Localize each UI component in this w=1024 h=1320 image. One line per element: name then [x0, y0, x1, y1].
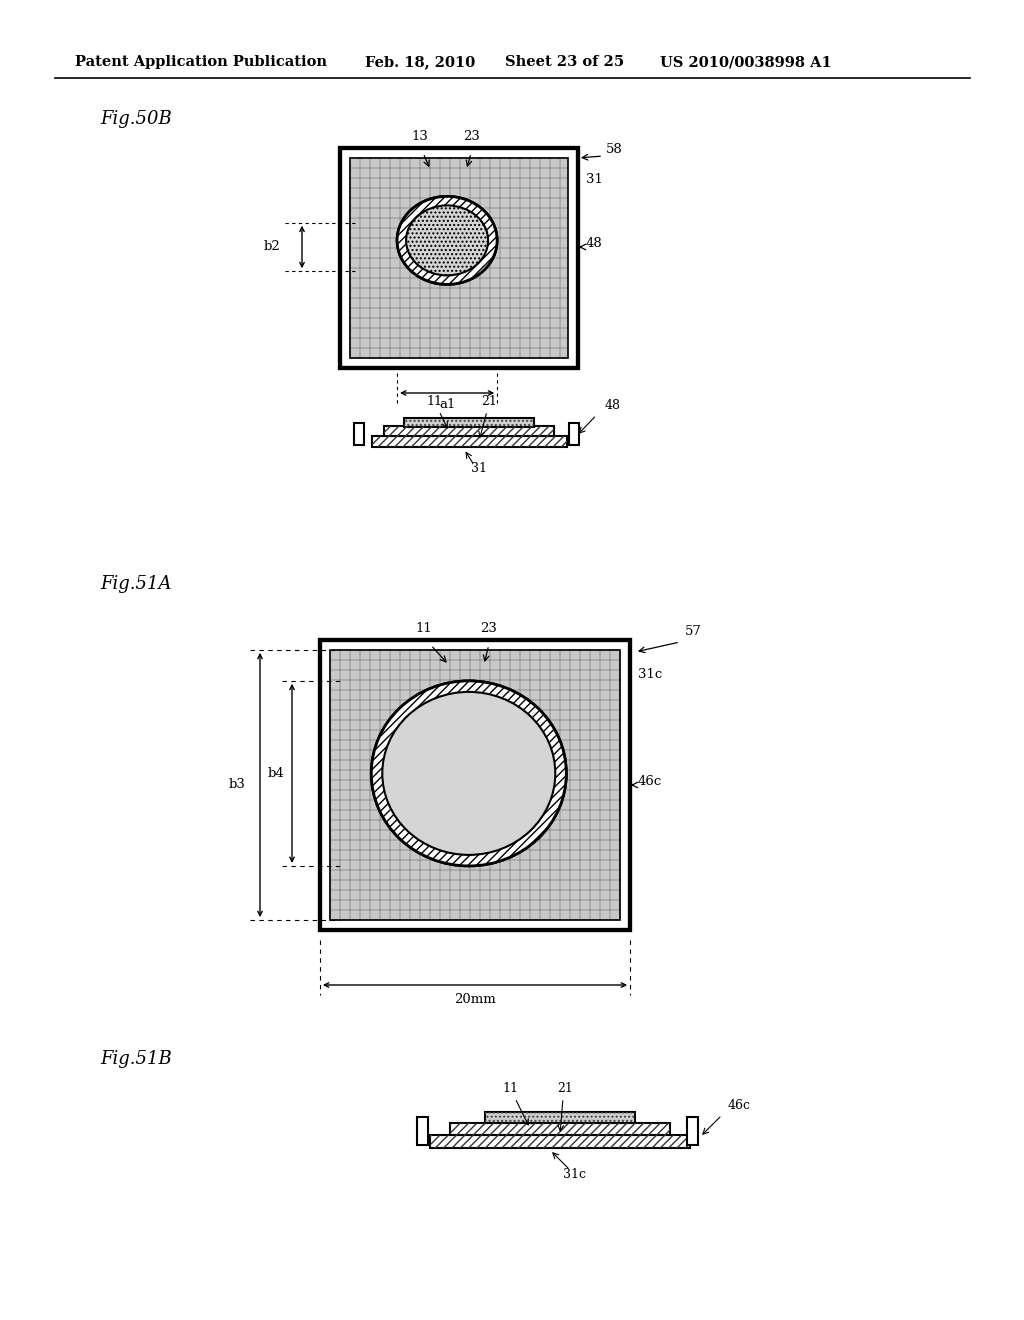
- Ellipse shape: [372, 681, 566, 866]
- Text: 46c: 46c: [728, 1100, 751, 1111]
- Bar: [430, 1135, 690, 1148]
- Text: 20mm: 20mm: [454, 993, 496, 1006]
- Text: Patent Application Publication: Patent Application Publication: [75, 55, 327, 69]
- Bar: [450, 1123, 670, 1135]
- Ellipse shape: [397, 197, 497, 284]
- Bar: [319, 640, 630, 931]
- Bar: [319, 640, 630, 931]
- Bar: [417, 1117, 428, 1144]
- Text: 11: 11: [426, 395, 442, 408]
- Text: a1: a1: [439, 399, 456, 411]
- Text: 31c: 31c: [563, 1168, 587, 1181]
- Ellipse shape: [372, 681, 566, 866]
- Text: 48: 48: [604, 399, 621, 412]
- Bar: [372, 436, 566, 447]
- Bar: [372, 436, 566, 447]
- Text: 46c: 46c: [638, 775, 663, 788]
- Text: b3: b3: [229, 779, 246, 792]
- Ellipse shape: [397, 197, 497, 284]
- Text: 13: 13: [412, 129, 428, 143]
- Text: b4: b4: [267, 767, 284, 780]
- Bar: [340, 148, 578, 368]
- Text: 31: 31: [586, 173, 603, 186]
- Text: 23: 23: [480, 622, 498, 635]
- Text: Fig.51A: Fig.51A: [100, 576, 171, 593]
- Bar: [568, 422, 579, 445]
- Text: 31c: 31c: [638, 668, 663, 681]
- Text: 57: 57: [685, 624, 701, 638]
- Text: 31: 31: [471, 462, 487, 475]
- Bar: [340, 148, 578, 368]
- Bar: [485, 1111, 635, 1123]
- Text: 23: 23: [463, 129, 479, 143]
- Bar: [353, 422, 364, 445]
- Text: 11: 11: [416, 622, 432, 635]
- Bar: [430, 1135, 690, 1148]
- Bar: [450, 1123, 670, 1135]
- Text: Fig.51B: Fig.51B: [100, 1049, 172, 1068]
- Text: Fig.50B: Fig.50B: [100, 110, 172, 128]
- Bar: [330, 649, 620, 920]
- Text: US 2010/0038998 A1: US 2010/0038998 A1: [660, 55, 831, 69]
- Bar: [404, 418, 534, 426]
- Bar: [330, 649, 620, 920]
- Text: 48: 48: [586, 238, 603, 249]
- Bar: [687, 1117, 698, 1144]
- Bar: [384, 426, 554, 436]
- Text: 21: 21: [557, 1082, 573, 1096]
- Ellipse shape: [382, 692, 555, 855]
- Text: 58: 58: [606, 143, 623, 156]
- Bar: [404, 418, 534, 426]
- Bar: [485, 1111, 635, 1123]
- Bar: [384, 426, 554, 436]
- Text: Feb. 18, 2010: Feb. 18, 2010: [365, 55, 475, 69]
- Text: 21: 21: [481, 395, 497, 408]
- Ellipse shape: [407, 206, 488, 276]
- Text: Sheet 23 of 25: Sheet 23 of 25: [505, 55, 624, 69]
- Bar: [350, 158, 568, 358]
- Text: 11: 11: [502, 1082, 518, 1096]
- Bar: [350, 158, 568, 358]
- Text: b2: b2: [263, 240, 280, 253]
